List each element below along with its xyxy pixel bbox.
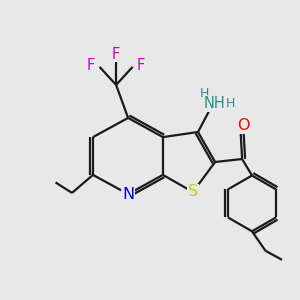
Text: NH: NH: [204, 96, 225, 111]
Text: F: F: [137, 58, 145, 73]
Text: N: N: [122, 187, 134, 202]
Text: H: H: [200, 86, 210, 100]
Text: H: H: [225, 97, 235, 110]
Text: S: S: [188, 184, 198, 200]
Text: F: F: [87, 58, 95, 73]
Text: F: F: [112, 46, 120, 62]
Text: O: O: [237, 118, 249, 133]
